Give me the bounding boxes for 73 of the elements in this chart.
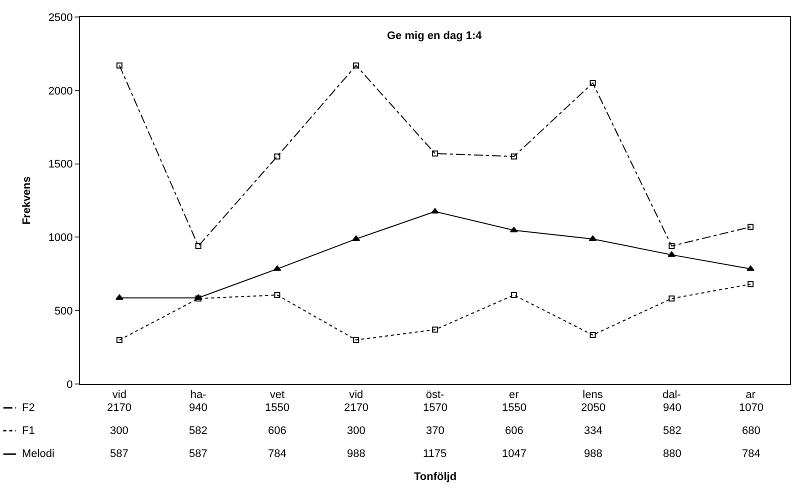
- point: [510, 226, 518, 232]
- y-tick-label: 1000: [48, 232, 73, 244]
- y-tick-label: 500: [54, 305, 73, 318]
- point: [748, 224, 754, 230]
- legend-label: F1: [22, 425, 35, 437]
- legend-label: Melodi: [22, 448, 54, 460]
- data-label: 582: [663, 425, 682, 437]
- data-label: 606: [505, 425, 524, 437]
- data-label: 587: [189, 448, 208, 460]
- point: [510, 292, 517, 298]
- data-label: 300: [110, 425, 128, 437]
- x-tick-label: ha-: [190, 389, 207, 402]
- data-label: 587: [110, 448, 128, 460]
- x-tick-label: vid: [349, 389, 364, 402]
- data-label: 2050: [581, 402, 606, 414]
- point: [668, 251, 676, 257]
- point: [668, 296, 675, 302]
- point: [590, 332, 596, 338]
- point: [588, 235, 597, 241]
- data-label: 606: [268, 425, 286, 437]
- point: [353, 62, 360, 68]
- data-label: 1175: [423, 448, 447, 460]
- x-tick-label: vet: [270, 389, 285, 402]
- x-tick-label: öst-: [426, 389, 444, 402]
- text: Tonföljd: [414, 471, 457, 483]
- y-axis-title: Frekvens: [20, 176, 33, 225]
- data-label: 988: [584, 448, 602, 460]
- data-label: 2170: [344, 402, 368, 414]
- data-label: 1550: [265, 402, 290, 414]
- data-label: 370: [426, 425, 444, 437]
- point: [432, 326, 438, 333]
- data-label: 880: [663, 448, 682, 460]
- data-label: 1070: [739, 402, 764, 414]
- point: [115, 294, 124, 300]
- point: [510, 153, 517, 160]
- point: [352, 235, 360, 241]
- legend-label: F2: [22, 402, 35, 414]
- point: [195, 243, 202, 250]
- data-label: 582: [189, 425, 208, 437]
- text: Ge mig en dag 1:4: [387, 30, 483, 42]
- data-label: 940: [189, 402, 208, 414]
- point: [590, 80, 596, 86]
- y-tick-label: 1500: [48, 158, 73, 171]
- point: [273, 265, 282, 271]
- x-tick-label: dal-: [662, 389, 682, 402]
- data-label: 300: [347, 425, 366, 437]
- point: [432, 150, 438, 157]
- point: [116, 62, 122, 68]
- point: [274, 292, 280, 298]
- data-label: 988: [347, 448, 366, 460]
- data-label: 784: [268, 448, 286, 460]
- point: [746, 265, 755, 271]
- data-label: 940: [663, 402, 682, 414]
- x-tick-label: vid: [112, 389, 126, 402]
- data-label: 1570: [423, 402, 448, 414]
- x-tick-label: lens: [582, 389, 604, 402]
- x-tick-label: ar: [746, 389, 756, 402]
- y-tick-label: 2000: [48, 85, 73, 98]
- y-tick-label: 2500: [48, 12, 73, 24]
- data-label: 680: [742, 425, 760, 437]
- data-label: 2170: [107, 402, 132, 414]
- point: [116, 336, 122, 343]
- point: [431, 208, 439, 214]
- x-tick-label: er: [509, 389, 520, 402]
- data-label: 1047: [502, 448, 526, 460]
- point: [353, 336, 360, 343]
- data-label: 1550: [502, 402, 526, 414]
- data-label: 784: [742, 448, 760, 460]
- data-label: 334: [584, 425, 602, 437]
- point: [668, 243, 675, 250]
- point: [274, 153, 280, 160]
- point: [748, 281, 754, 288]
- y-tick-label: 0: [66, 378, 73, 391]
